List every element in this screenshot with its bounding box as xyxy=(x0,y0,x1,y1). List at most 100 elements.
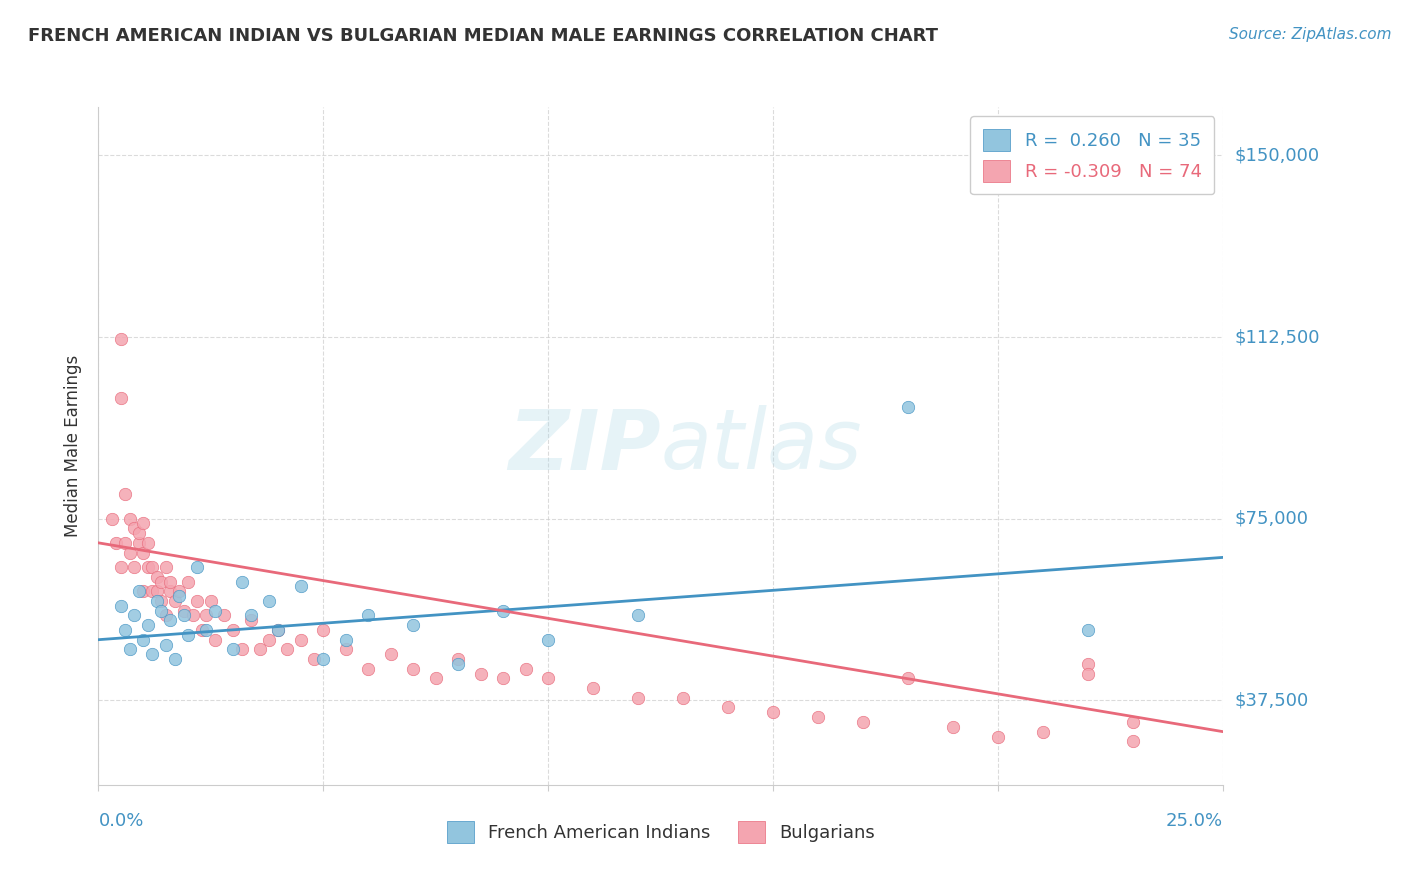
Point xyxy=(177,574,200,589)
Point xyxy=(214,608,236,623)
Point xyxy=(128,536,150,550)
Text: FRENCH AMERICAN INDIAN VS BULGARIAN MEDIAN MALE EARNINGS CORRELATION CHART: FRENCH AMERICAN INDIAN VS BULGARIAN MEDI… xyxy=(28,27,938,45)
Point xyxy=(1032,724,1054,739)
Point xyxy=(136,560,159,574)
Point xyxy=(159,584,181,599)
Point xyxy=(173,608,195,623)
Y-axis label: Median Male Earnings: Median Male Earnings xyxy=(65,355,83,537)
Point xyxy=(101,511,124,525)
Point xyxy=(132,516,155,531)
Point xyxy=(132,632,155,647)
Point xyxy=(717,700,740,714)
Point xyxy=(105,536,128,550)
Text: ZIP: ZIP xyxy=(508,406,661,486)
Point xyxy=(124,521,146,535)
Point xyxy=(114,536,136,550)
Point xyxy=(987,730,1010,744)
Text: atlas: atlas xyxy=(661,406,862,486)
Point xyxy=(150,594,173,608)
Point xyxy=(807,710,830,724)
Point xyxy=(204,604,226,618)
Point xyxy=(155,560,177,574)
Text: $112,500: $112,500 xyxy=(1234,328,1320,346)
Point xyxy=(357,608,380,623)
Point xyxy=(146,584,169,599)
Point xyxy=(128,526,150,541)
Point xyxy=(173,604,195,618)
Point xyxy=(942,720,965,734)
Text: 0.0%: 0.0% xyxy=(98,812,143,830)
Point xyxy=(259,594,281,608)
Point xyxy=(141,584,163,599)
Point xyxy=(240,613,263,627)
Point xyxy=(132,584,155,599)
Point xyxy=(186,560,208,574)
Point xyxy=(335,632,357,647)
Point xyxy=(897,672,920,686)
Point xyxy=(276,642,298,657)
Point xyxy=(114,623,136,637)
Point xyxy=(1122,734,1144,748)
Point xyxy=(672,690,695,705)
Point xyxy=(402,662,425,676)
Point xyxy=(447,657,470,671)
Point xyxy=(312,652,335,666)
Point xyxy=(1077,666,1099,681)
Point xyxy=(335,642,357,657)
Point xyxy=(155,608,177,623)
Point xyxy=(177,628,200,642)
Point xyxy=(852,714,875,729)
Point xyxy=(146,570,169,584)
Point xyxy=(200,594,222,608)
Point xyxy=(191,623,214,637)
Point xyxy=(1077,623,1099,637)
Point xyxy=(195,623,218,637)
Point xyxy=(231,574,253,589)
Point xyxy=(290,579,312,593)
Point xyxy=(267,623,290,637)
Point xyxy=(169,584,191,599)
Point xyxy=(304,652,326,666)
Point xyxy=(357,662,380,676)
Point xyxy=(897,401,920,415)
Point xyxy=(146,594,169,608)
Point xyxy=(110,599,132,613)
Point xyxy=(470,666,492,681)
Point xyxy=(141,647,163,661)
Point xyxy=(118,545,141,559)
Text: 25.0%: 25.0% xyxy=(1166,812,1223,830)
Point xyxy=(492,604,515,618)
Text: $37,500: $37,500 xyxy=(1234,691,1309,709)
Point xyxy=(114,487,136,501)
Text: $75,000: $75,000 xyxy=(1234,509,1309,528)
Point xyxy=(249,642,271,657)
Point xyxy=(267,623,290,637)
Point xyxy=(159,613,181,627)
Point xyxy=(627,690,650,705)
Point xyxy=(537,672,560,686)
Point xyxy=(447,652,470,666)
Point xyxy=(118,642,141,657)
Legend: French American Indians, Bulgarians: French American Indians, Bulgarians xyxy=(440,814,882,850)
Point xyxy=(136,536,159,550)
Point xyxy=(492,672,515,686)
Point xyxy=(110,333,132,347)
Point xyxy=(155,638,177,652)
Point xyxy=(136,618,159,632)
Point xyxy=(402,618,425,632)
Point xyxy=(240,608,263,623)
Point xyxy=(163,594,186,608)
Point xyxy=(163,652,186,666)
Point xyxy=(259,632,281,647)
Point xyxy=(128,584,150,599)
Point xyxy=(222,642,245,657)
Text: Source: ZipAtlas.com: Source: ZipAtlas.com xyxy=(1229,27,1392,42)
Point xyxy=(159,574,181,589)
Point xyxy=(231,642,253,657)
Point xyxy=(1122,714,1144,729)
Point xyxy=(380,647,402,661)
Point xyxy=(290,632,312,647)
Point xyxy=(169,589,191,603)
Point xyxy=(762,706,785,720)
Point xyxy=(582,681,605,695)
